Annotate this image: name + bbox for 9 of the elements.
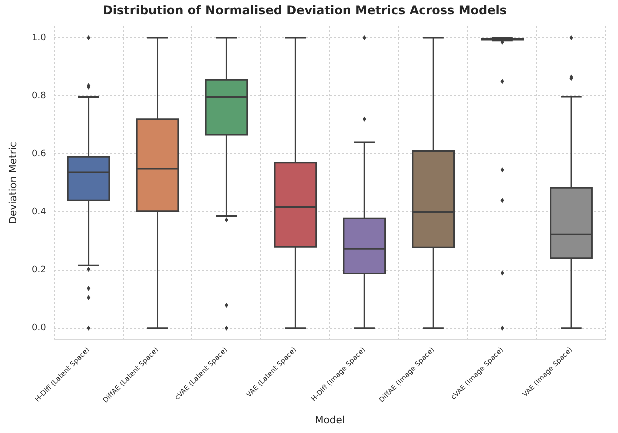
chart-title: Distribution of Normalised Deviation Metrics Across Models [102, 3, 508, 18]
y-tick-label: 0.6 [32, 150, 47, 160]
y-tick-label: 1.0 [32, 33, 47, 44]
x-axis-title: Model [315, 416, 346, 427]
y-tick-label: 0.4 [32, 208, 47, 218]
y-tick-label: 0.2 [32, 266, 46, 276]
y-tick-label: 0.8 [32, 91, 47, 102]
y-axis-title: Deviation Metric [8, 142, 20, 224]
y-tick-label: 0.0 [32, 324, 47, 334]
